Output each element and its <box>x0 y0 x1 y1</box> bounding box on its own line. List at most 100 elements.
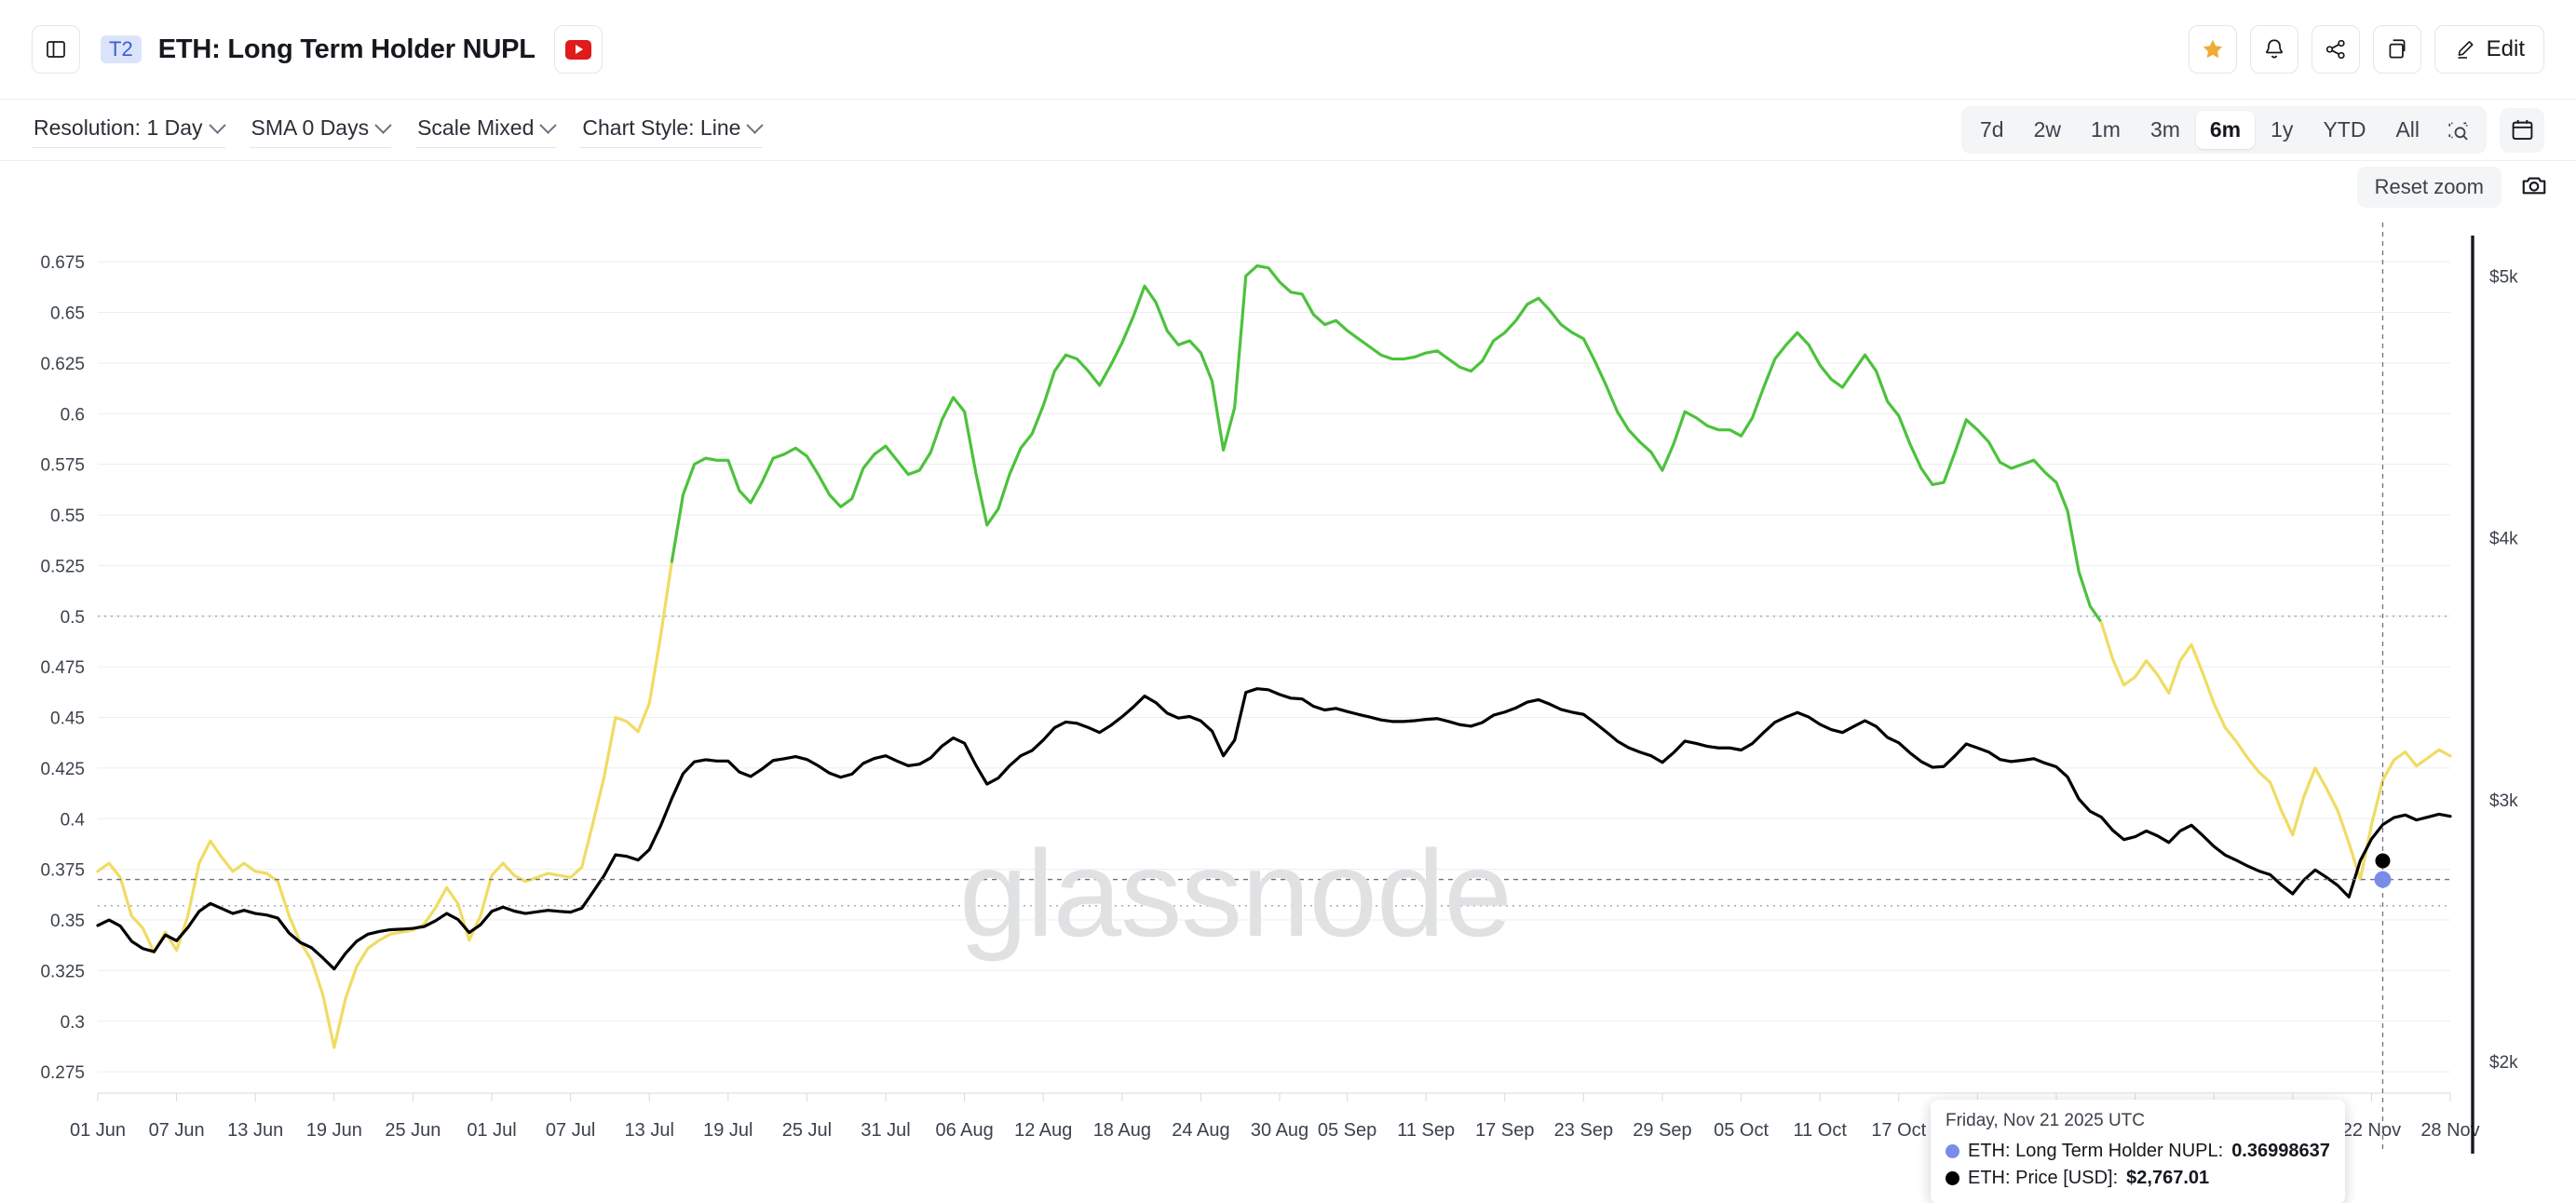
chevron-down-icon <box>208 115 226 134</box>
tooltip-date: Friday, Nov 21 2025 UTC <box>1946 1111 2146 1130</box>
y-axis-tick-left: 0.525 <box>40 557 85 576</box>
y-axis-tick-left: 0.55 <box>50 507 85 526</box>
x-axis-tick: 13 Jun <box>227 1120 283 1141</box>
y-axis-tick-right: $5k <box>2489 267 2518 287</box>
x-axis-tick: 19 Jun <box>306 1120 362 1141</box>
x-axis-tick: 13 Jul <box>625 1120 674 1141</box>
range-2w[interactable]: 2w <box>2033 117 2061 142</box>
x-axis-tick: 17 Oct <box>1871 1120 1926 1141</box>
range-6m[interactable]: 6m <box>2195 111 2256 149</box>
sma-dropdown-label: SMA 0 Days <box>251 115 370 140</box>
x-axis-tick: 05 Oct <box>1714 1120 1769 1141</box>
x-axis-tick: 07 Jul <box>546 1120 595 1141</box>
range-1y[interactable]: 1y <box>2271 117 2294 142</box>
share-button[interactable] <box>2311 25 2360 74</box>
nupl-line-segment <box>670 264 2103 624</box>
calendar-icon <box>2512 119 2532 141</box>
alerts-button[interactable] <box>2249 25 2298 74</box>
edit-button-label: Edit <box>2486 36 2525 61</box>
x-axis-tick: 11 Sep <box>1397 1120 1455 1141</box>
resolution-dropdown[interactable]: Resolution: 1 Day <box>32 113 226 148</box>
y-axis-tick-left: 0.4 <box>61 810 86 830</box>
alert-bell-icon <box>2265 39 2283 59</box>
glassnode-watermark: glassnode <box>959 825 1512 962</box>
x-axis-tick: 28 Nov <box>2420 1120 2479 1141</box>
chart-area[interactable]: 0.675 0.65 0.625 0.6 0.575 0.55 0.525 0.5 0.475 0… <box>0 213 2576 1203</box>
controls-bar: Resolution: 1 Day SMA 0 Days Scale Mixed… <box>0 100 2576 161</box>
x-axis-tick: 01 Jul <box>467 1120 516 1141</box>
tooltip-label-price: ETH: Price [USD]: <box>1968 1168 2119 1188</box>
y-axis-tick-left: 0.675 <box>40 253 85 273</box>
x-axis-tick: 31 Jul <box>861 1120 910 1141</box>
page-title: ETH: Long Term Holder NUPL <box>157 34 536 64</box>
resolution-dropdown-label: Resolution: 1 Day <box>34 115 203 140</box>
price-line <box>96 687 2452 971</box>
calendar-button[interactable] <box>2500 107 2544 153</box>
x-axis-tick: 25 Jun <box>385 1120 441 1141</box>
chart-tooltip: Friday, Nov 21 2025 UTC ETH: Long Term H… <box>1931 1100 2345 1203</box>
scale-dropdown[interactable]: Scale Mixed <box>415 113 558 148</box>
tooltip-row-price: ETH: Price [USD]: $2,767.01 <box>1946 1165 2330 1192</box>
y-axis-tick-right: $2k <box>2489 1053 2518 1073</box>
range-zoom-select-button[interactable] <box>2435 113 2482 148</box>
favorite-star-icon <box>2203 39 2222 59</box>
x-axis-tick: 05 Sep <box>1318 1120 1376 1141</box>
zoom-select-icon <box>2448 121 2468 141</box>
duplicate-icon <box>2389 39 2406 59</box>
y-axis-tick-left: 0.45 <box>50 710 85 729</box>
range-7d[interactable]: 7d <box>1979 117 2004 142</box>
y-axis-tick-left: 0.325 <box>40 962 85 981</box>
pencil-icon <box>2458 41 2474 59</box>
camera-icon <box>2522 176 2546 194</box>
x-axis-tick: 18 Aug <box>1093 1120 1151 1141</box>
y-axis-tick-right: $4k <box>2489 530 2518 549</box>
x-axis-tick: 07 Jun <box>149 1120 205 1141</box>
x-axis-tick: 01 Jun <box>70 1120 126 1141</box>
x-axis-tick: 17 Sep <box>1475 1120 1534 1141</box>
nupl-price-chart[interactable]: 0.675 0.65 0.625 0.6 0.575 0.55 0.525 0.5 0.475 0… <box>0 213 2576 1203</box>
nupl-line-segment <box>96 560 673 1049</box>
y-axis-tick-left: 0.475 <box>40 658 85 678</box>
y-axis-tick-left: 0.65 <box>50 304 85 324</box>
nupl-line-segment <box>2099 620 2452 882</box>
screenshot-button[interactable] <box>2520 171 2548 204</box>
tooltip-label-nupl: ETH: Long Term Holder NUPL: <box>1968 1141 2224 1161</box>
y-axis-tick-left: 0.425 <box>40 760 85 779</box>
x-axis-tick: 06 Aug <box>935 1120 993 1141</box>
x-axis-tick: 25 Jul <box>782 1120 832 1141</box>
sma-dropdown[interactable]: SMA 0 Days <box>249 113 392 148</box>
range-1m[interactable]: 1m <box>2090 117 2121 142</box>
panel-toggle-icon <box>47 41 65 58</box>
tooltip-value-nupl: 0.36998637 <box>2231 1141 2330 1161</box>
y-axis-tick-left: 0.35 <box>50 912 85 931</box>
range-ytd[interactable]: YTD <box>2323 117 2366 142</box>
youtube-button[interactable] <box>553 25 603 74</box>
youtube-icon <box>564 39 591 60</box>
y-axis-tick-left: 0.625 <box>40 355 85 374</box>
sidebar-toggle-button[interactable] <box>32 25 80 74</box>
duplicate-button[interactable] <box>2372 25 2421 74</box>
x-axis-tick: 12 Aug <box>1014 1120 1072 1141</box>
zoom-row: Reset zoom <box>0 161 2576 213</box>
favorite-button[interactable] <box>2188 25 2237 74</box>
chart-style-dropdown-label: Chart Style: Line <box>582 115 741 140</box>
tier-badge: T2 <box>101 35 142 63</box>
y-axis-tick-left: 0.375 <box>40 861 85 881</box>
edit-button[interactable]: Edit <box>2434 25 2544 74</box>
range-3m[interactable]: 3m <box>2149 117 2180 142</box>
tooltip-value-price: $2,767.01 <box>2126 1168 2210 1188</box>
x-axis-tick: 11 Oct <box>1793 1120 1847 1141</box>
y-axis-tick-left: 0.5 <box>61 608 85 628</box>
y-axis-tick-left: 0.275 <box>40 1063 85 1083</box>
range-all[interactable]: All <box>2395 117 2420 142</box>
tooltip-row-nupl: ETH: Long Term Holder NUPL: 0.36998637 <box>1946 1138 2330 1165</box>
y-axis-tick-left: 0.575 <box>40 456 85 476</box>
share-icon <box>2325 39 2345 60</box>
chevron-down-icon <box>374 115 392 134</box>
chart-style-dropdown[interactable]: Chart Style: Line <box>580 113 765 148</box>
x-axis-tick: 19 Jul <box>703 1120 752 1141</box>
x-axis-tick: 22 Nov <box>2342 1120 2401 1141</box>
top-bar: T2 ETH: Long Term Holder NUPL <box>0 0 2576 100</box>
reset-zoom-button[interactable]: Reset zoom <box>2356 167 2501 208</box>
top-bar-actions: Edit <box>2188 25 2544 74</box>
